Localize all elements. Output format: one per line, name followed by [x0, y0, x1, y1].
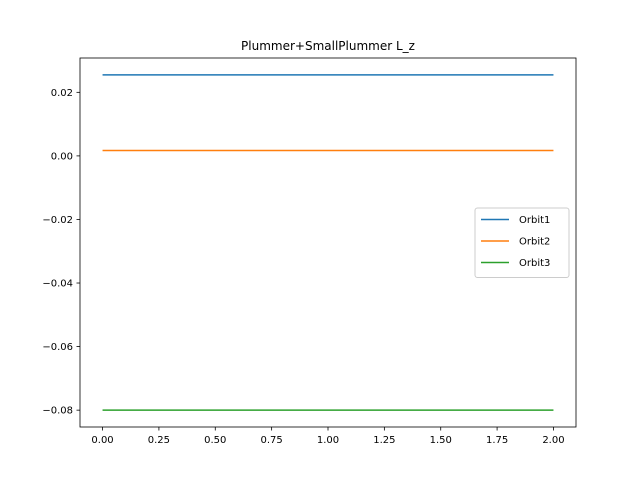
x-tick-label: 1.50 — [430, 435, 452, 446]
x-tick-label: 1.25 — [373, 435, 395, 446]
x-tick-label: 1.00 — [317, 435, 339, 446]
x-tick-label: 0.75 — [261, 435, 283, 446]
chart-title: Plummer+SmallPlummer L_z — [241, 39, 415, 53]
legend-label-orbit1: Orbit1 — [519, 215, 550, 226]
legend-label-orbit2: Orbit2 — [519, 237, 550, 248]
x-axis: 0.00 0.25 0.50 0.75 1.00 1.25 1.50 1.75 2.00 — [91, 427, 565, 446]
y-tick-label: −0.08 — [42, 406, 73, 417]
plot-frame — [79, 57, 577, 428]
y-tick-label: −0.06 — [42, 342, 73, 353]
legend-label-orbit3: Orbit3 — [519, 258, 550, 269]
y-tick-label: 0.02 — [51, 88, 73, 99]
y-tick-label: 0.00 — [51, 151, 73, 162]
x-tick-label: 0.25 — [148, 435, 170, 446]
x-tick-label: 2.00 — [542, 435, 564, 446]
x-tick-label: 0.00 — [91, 435, 113, 446]
x-tick-label: 0.50 — [204, 435, 226, 446]
x-tick-label: 1.75 — [486, 435, 508, 446]
y-tick-label: −0.02 — [42, 215, 73, 226]
legend: Orbit1 Orbit2 Orbit3 — [474, 207, 570, 278]
y-axis: −0.08 −0.06 −0.04 −0.02 0.00 0.02 — [42, 88, 80, 417]
y-tick-label: −0.04 — [42, 279, 73, 290]
legend-box — [474, 207, 570, 278]
series-lines — [102, 74, 554, 411]
